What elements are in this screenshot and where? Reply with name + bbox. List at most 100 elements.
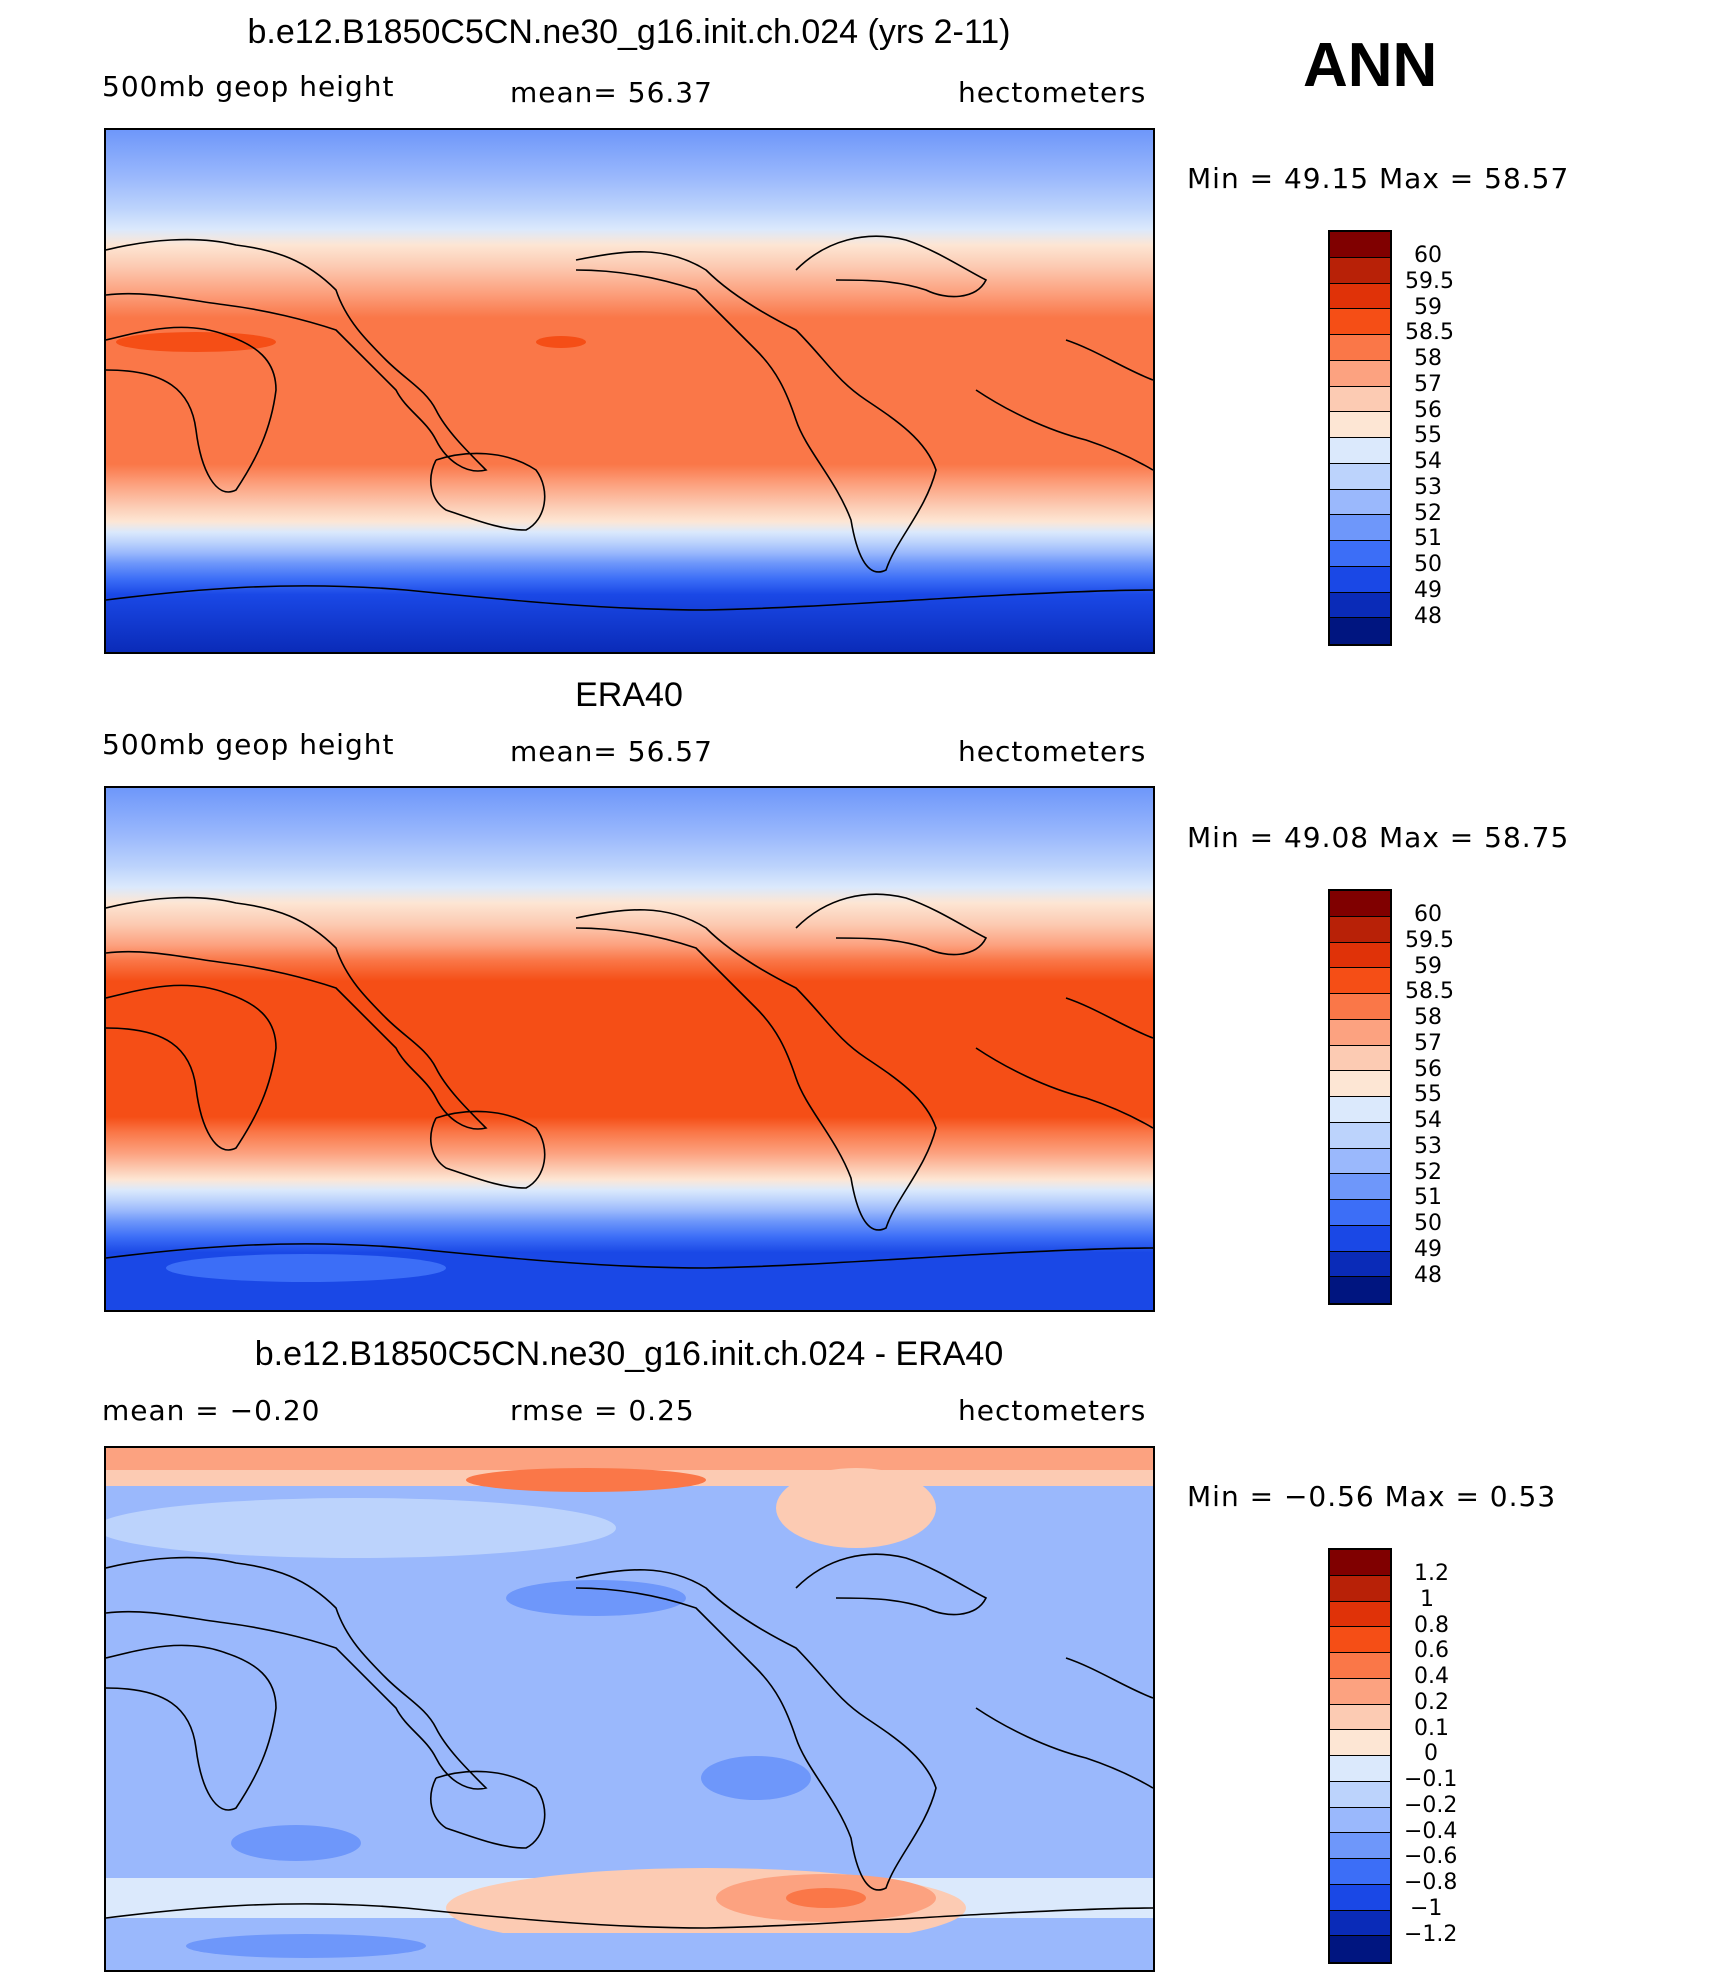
colorbar-tick-label: 58 [1414, 346, 1442, 371]
panel3-colorbar-seg [1330, 1859, 1390, 1885]
panel1-title: b.e12.B1850C5CN.ne30_g16.init.ch.024 (yr… [247, 13, 1011, 51]
colorbar-tick-label: 58.5 [1405, 979, 1454, 1004]
panel1-colorbar [1328, 230, 1392, 646]
colorbar-tick-label: −0.4 [1404, 1819, 1458, 1844]
panel3-south-pacific-anomaly [701, 1756, 811, 1800]
panel3-arctic-band-inner [106, 1448, 1153, 1470]
panel3-coastlines [106, 1553, 1153, 1929]
colorbar-tick-label: −0.6 [1404, 1844, 1458, 1869]
panel1-map [104, 128, 1155, 654]
panel3-colorbar-seg [1330, 1575, 1390, 1602]
panel3-colorbar-seg [1330, 1884, 1390, 1911]
colorbar-tick-label: 60 [1414, 902, 1442, 927]
panel3-map [104, 1446, 1155, 1972]
panel3-rmse: rmse = 0.25 [510, 1394, 695, 1427]
colorbar-tick-label: 59.5 [1405, 928, 1454, 953]
panel3-north-pacific-anomaly [506, 1580, 686, 1616]
panel1-colorbar-seg [1330, 283, 1390, 310]
panel3-colorbar-seg [1330, 1627, 1390, 1653]
panel1-min-max: Min = 49.15 Max = 58.57 [1187, 162, 1570, 195]
colorbar-tick-label: 53 [1414, 475, 1442, 500]
panel2-variable: 500mb geop height [102, 728, 395, 761]
panel3-southern-high-max [786, 1888, 866, 1908]
panel2-field [106, 788, 1153, 1310]
colorbar-tick-label: 50 [1414, 1211, 1442, 1236]
panel1-colorbar-seg [1330, 541, 1390, 567]
colorbar-tick-label: 50 [1414, 552, 1442, 577]
colorbar-tick-label: 49 [1414, 1237, 1442, 1262]
panel3-colorbar-seg [1330, 1833, 1390, 1859]
colorbar-tick-label: 54 [1414, 449, 1442, 474]
panel3-antarctic-anomaly [186, 1934, 426, 1958]
colorbar-tick-label: 58 [1414, 1005, 1442, 1030]
colorbar-tick-label: 57 [1414, 1031, 1442, 1056]
colorbar-tick-label: 59.5 [1405, 269, 1454, 294]
panel2-colorbar-seg [1330, 1200, 1390, 1226]
panel2-mean: mean= 56.57 [510, 735, 713, 768]
colorbar-tick-label: 48 [1414, 1263, 1442, 1288]
colorbar-tick-label: 54 [1414, 1108, 1442, 1133]
panel2-colorbar-seg [1330, 1225, 1390, 1252]
panel3-midlat-band [106, 1498, 616, 1558]
colorbar-tick-label: 57 [1414, 372, 1442, 397]
panel3-colorbar-seg [1330, 1601, 1390, 1628]
panel1-colorbar-seg [1330, 232, 1390, 258]
colorbar-tick-label: 0 [1424, 1741, 1438, 1766]
colorbar-tick-label: −0.1 [1404, 1767, 1458, 1792]
panel1-colorbar-seg [1330, 309, 1390, 335]
panel1-colorbar-seg [1330, 592, 1390, 619]
colorbar-tick-label: 0.2 [1414, 1690, 1449, 1715]
panel2-colorbar-seg [1330, 1019, 1390, 1046]
panel3-south-indian-anomaly [231, 1825, 361, 1861]
panel1-colorbar-seg [1330, 386, 1390, 413]
colorbar-tick-label: 59 [1414, 954, 1442, 979]
panel3-colorbar-seg [1330, 1678, 1390, 1705]
colorbar-tick-label: 55 [1414, 1082, 1442, 1107]
colorbar-tick-label: 52 [1414, 501, 1442, 526]
panel1-colorbar-seg [1330, 489, 1390, 516]
panel2-coastlines [106, 893, 1153, 1269]
colorbar-tick-label: 55 [1414, 423, 1442, 448]
panel2-colorbar-seg [1330, 942, 1390, 969]
colorbar-tick-label: −1 [1410, 1896, 1443, 1921]
colorbar-tick-label: 0.1 [1414, 1716, 1449, 1741]
panel1-colorbar-seg [1330, 360, 1390, 387]
panel2-colorbar-seg [1330, 1122, 1390, 1149]
panel3-colorbar-seg [1330, 1653, 1390, 1679]
panel2-colorbar-seg [1330, 968, 1390, 994]
panel1-coastlines [106, 235, 1153, 611]
colorbar-tick-label: 52 [1414, 1160, 1442, 1185]
panel2-colorbar [1328, 889, 1392, 1305]
panel3-colorbar-seg [1330, 1704, 1390, 1731]
panel2-low-contour [166, 1254, 446, 1282]
panel2-title: ERA40 [575, 676, 683, 714]
panel1-colorbar-seg [1330, 463, 1390, 490]
colorbar-tick-label: 59 [1414, 295, 1442, 320]
panel2-colorbar-seg [1330, 1251, 1390, 1278]
panel2-colorbar-seg [1330, 891, 1390, 917]
panel1-colorbar-seg [1330, 618, 1390, 644]
panel2-colorbar-seg [1330, 1071, 1390, 1097]
panel1-max-contour [116, 332, 276, 352]
panel2-units: hectometers [958, 735, 1147, 768]
colorbar-tick-label: 0.6 [1414, 1638, 1449, 1663]
panel1-colorbar-seg [1330, 566, 1390, 593]
panel2-colorbar-seg [1330, 1174, 1390, 1200]
colorbar-tick-label: 53 [1414, 1134, 1442, 1159]
colorbar-tick-label: 0.8 [1414, 1613, 1449, 1638]
panel3-north-pacific-low [466, 1468, 706, 1492]
colorbar-tick-label: −1.2 [1404, 1922, 1458, 1947]
panel1-variable: 500mb geop height [102, 70, 395, 103]
colorbar-tick-label: −0.8 [1404, 1870, 1458, 1895]
panel2-colorbar-seg [1330, 994, 1390, 1020]
colorbar-tick-label: 51 [1414, 526, 1442, 551]
panel3-mean: mean = −0.20 [102, 1394, 321, 1427]
panel1-mean: mean= 56.37 [510, 76, 713, 109]
panel3-colorbar-seg [1330, 1910, 1390, 1937]
colorbar-tick-label: 56 [1414, 398, 1442, 423]
panel1-max-contour-pacific [536, 336, 586, 348]
season-label: ANN [1303, 31, 1438, 100]
panel3-units: hectometers [958, 1394, 1147, 1427]
panel1-colorbar-seg [1330, 515, 1390, 541]
colorbar-tick-label: 1.2 [1414, 1561, 1449, 1586]
